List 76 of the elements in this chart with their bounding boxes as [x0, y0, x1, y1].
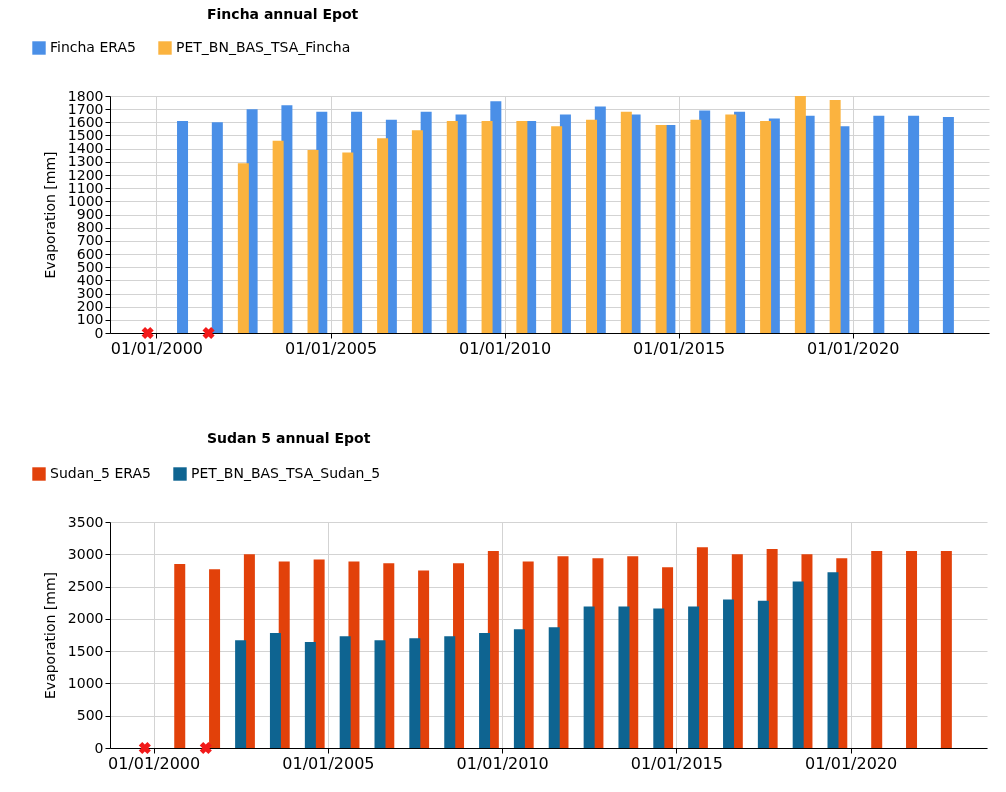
bar	[177, 121, 189, 333]
y-tick-label: 1500	[67, 127, 104, 143]
bar	[873, 115, 885, 333]
y-tick-label: 1000	[67, 674, 104, 691]
y-axis-title: Evaporation [mm]	[41, 572, 58, 699]
x-tick-label: 01/01/2005	[284, 338, 378, 358]
bar	[409, 638, 421, 748]
bar	[829, 99, 841, 333]
x-tick-label: 01/01/2015	[633, 338, 726, 358]
bar	[374, 640, 386, 748]
y-tick-label: 500	[76, 707, 104, 724]
bar	[513, 629, 525, 748]
y-tick-label: 0	[94, 739, 104, 756]
bar	[723, 599, 735, 748]
bar	[757, 600, 769, 748]
bar	[908, 115, 920, 333]
bar	[269, 633, 281, 748]
x-tick-label: 01/01/2005	[282, 753, 375, 773]
bar	[760, 121, 772, 333]
bar	[411, 130, 423, 333]
bar	[690, 119, 702, 333]
legend-label: PET_BN_BAS_TSA_Sudan_5	[191, 465, 381, 481]
bar	[794, 96, 806, 333]
bar	[548, 627, 560, 748]
x-tick-label: 01/01/2015	[630, 753, 723, 773]
bar	[516, 121, 528, 333]
bar	[586, 119, 598, 333]
bar	[620, 111, 632, 333]
x-tick-label: 01/01/2000	[107, 753, 201, 773]
bar	[792, 581, 804, 748]
bar	[307, 149, 319, 333]
bar	[871, 551, 883, 748]
y-tick-label: 300	[76, 285, 104, 301]
bar	[313, 559, 325, 748]
bar	[342, 152, 354, 333]
bar	[174, 563, 186, 748]
bar	[655, 124, 667, 333]
bar	[618, 606, 630, 748]
x-tick-label: 01/01/2010	[456, 753, 549, 773]
bar	[479, 633, 491, 748]
x-tick-label: 01/01/2020	[807, 338, 900, 358]
y-tick-label: 2500	[67, 578, 104, 595]
y-tick-label: 1500	[67, 642, 104, 659]
x-tick-label: 01/01/2010	[459, 338, 552, 358]
bar	[209, 569, 221, 748]
bar	[583, 606, 595, 748]
bar	[688, 606, 700, 748]
bar	[377, 138, 389, 333]
y-tick-label: 3500	[67, 513, 104, 530]
y-tick-label: 900	[76, 206, 104, 222]
bar	[444, 636, 456, 748]
bar	[827, 572, 839, 748]
chart-title: Fincha annual Epot	[207, 6, 359, 22]
bar	[304, 642, 316, 748]
bar	[339, 636, 351, 748]
y-tick-label: 2000	[67, 610, 104, 627]
legend-label: PET_BN_BAS_TSA_Fincha	[176, 39, 351, 55]
y-tick-label: 3000	[67, 545, 104, 562]
chart-title: Sudan 5 annual Epot	[207, 430, 371, 446]
bar	[481, 121, 493, 333]
bar	[551, 126, 563, 333]
y-axis-title: Evaporation [mm]	[41, 151, 58, 279]
bar	[725, 114, 737, 333]
bar	[653, 608, 665, 748]
bar	[942, 117, 954, 333]
bar	[272, 140, 284, 333]
bar	[211, 122, 223, 333]
bar	[906, 551, 918, 748]
legend-label: Sudan_5 ERA5	[50, 465, 151, 481]
bar	[237, 163, 249, 333]
x-tick-label: 01/01/2000	[110, 338, 204, 358]
bar	[446, 121, 458, 333]
bar	[235, 640, 247, 748]
x-tick-label: 01/01/2020	[804, 753, 898, 773]
legend-label: Fincha ERA5	[50, 39, 136, 55]
bar	[940, 551, 952, 748]
